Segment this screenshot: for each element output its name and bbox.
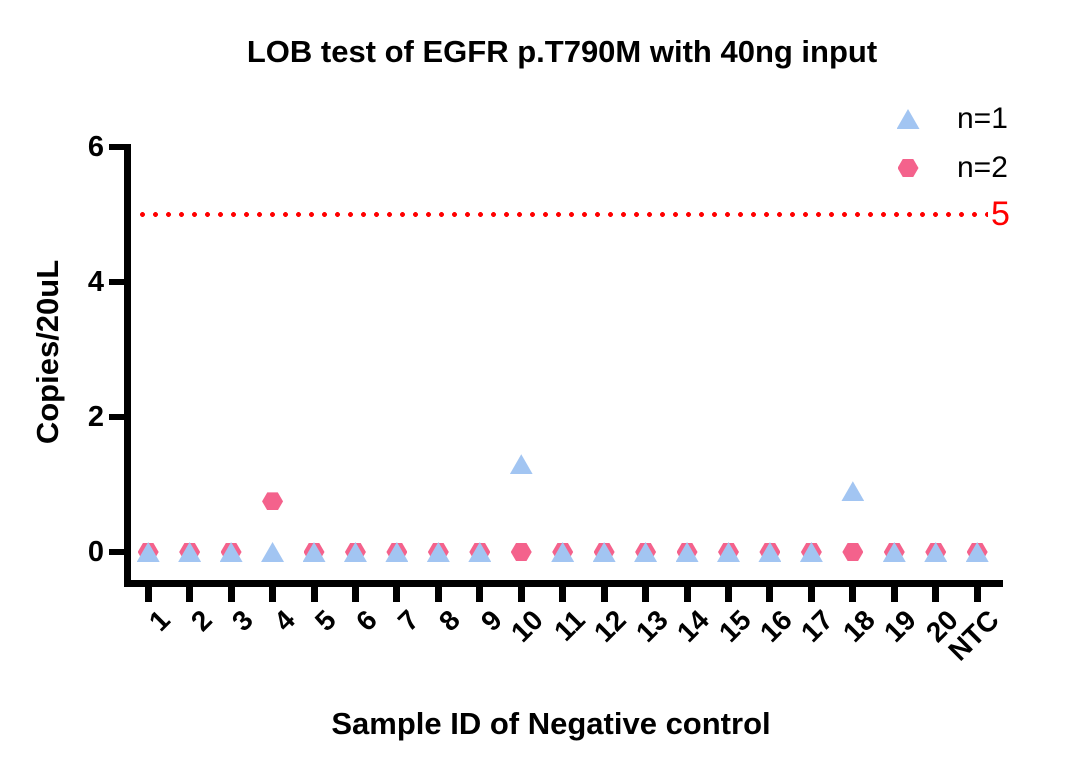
- x-axis-tick: [890, 587, 898, 602]
- x-axis-tick: [144, 587, 152, 602]
- y-tick-label: 6: [87, 131, 104, 163]
- y-axis-tick: [109, 144, 124, 150]
- x-axis-tick: [600, 587, 608, 602]
- x-axis-line: [124, 580, 1003, 587]
- data-point-n1: [841, 481, 865, 502]
- x-axis-tick: [434, 587, 442, 602]
- data-point-n2: [510, 543, 532, 561]
- x-axis-tick: [517, 587, 525, 602]
- x-axis-tick: [559, 587, 567, 602]
- y-axis-tick: [109, 414, 124, 420]
- data-point-n1: [261, 542, 285, 562]
- x-axis-tick: [683, 587, 691, 602]
- threshold-line: [136, 212, 988, 217]
- legend-marker-triangle: [896, 109, 920, 129]
- y-axis-line: [124, 144, 131, 587]
- x-axis-tick: [642, 587, 650, 602]
- x-axis-tick: [476, 587, 484, 602]
- x-axis-tick: [807, 587, 815, 602]
- x-axis-tick: [351, 587, 359, 602]
- legend-marker-hexagon: [897, 159, 919, 177]
- x-axis-tick: [227, 587, 235, 602]
- legend-label: n=2: [957, 151, 1008, 184]
- y-tick-label: 4: [87, 266, 104, 298]
- data-point-n1: [509, 454, 533, 475]
- x-axis-tick: [973, 587, 981, 602]
- x-axis-tick: [269, 587, 277, 602]
- y-axis-tick: [109, 549, 124, 555]
- y-tick-label: 0: [87, 536, 104, 568]
- legend-label: n=1: [957, 102, 1008, 135]
- threshold-label: 5: [991, 195, 1010, 233]
- x-axis-tick: [932, 587, 940, 602]
- x-axis-tick: [849, 587, 857, 602]
- x-axis-tick: [310, 587, 318, 602]
- y-tick-label: 2: [87, 401, 104, 433]
- x-axis-tick: [186, 587, 194, 602]
- x-axis-tick: [393, 587, 401, 602]
- data-point-n2: [842, 543, 864, 561]
- data-point-n2: [262, 492, 284, 511]
- chart-title: LOB test of EGFR p.T790M with 40ng input: [246, 34, 878, 69]
- y-axis-tick: [109, 279, 124, 285]
- x-axis-tick: [725, 587, 732, 602]
- x-axis-tick: [766, 587, 774, 602]
- x-axis-title: Sample ID of Negative control: [331, 706, 771, 741]
